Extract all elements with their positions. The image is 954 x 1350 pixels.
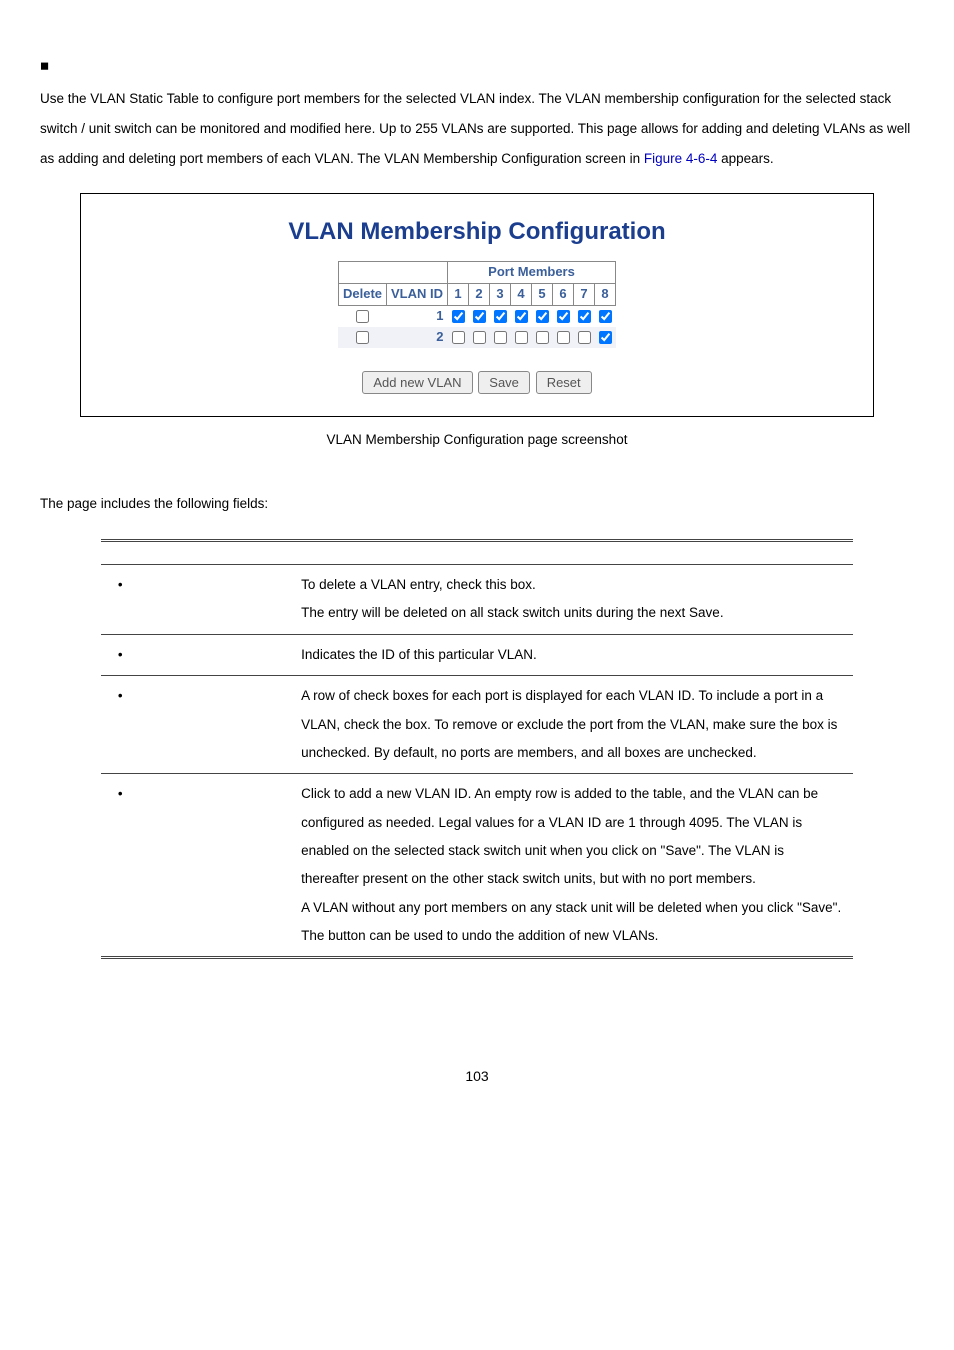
port-col-2: 2 [469,284,490,306]
delete-checkbox-row1[interactable] [356,310,369,323]
port-checkbox-r2c5[interactable] [536,331,549,344]
port-checkbox-r2c2[interactable] [473,331,486,344]
save-button[interactable]: Save [478,371,530,394]
port-checkbox-r2c6[interactable] [557,331,570,344]
vlan-config-figure: VLAN Membership Configuration Port Membe… [80,193,874,416]
desc-vlanid: Indicates the ID of this particular VLAN… [289,634,853,675]
port-checkbox-r1c7[interactable] [578,310,591,323]
port-members-header: Port Members [448,262,616,284]
port-checkbox-r1c5[interactable] [536,310,549,323]
port-col-3: 3 [490,284,511,306]
port-checkbox-r1c8[interactable] [599,310,612,323]
page-number: 103 [40,1069,914,1083]
port-checkbox-r2c7[interactable] [578,331,591,344]
intro-para1: Use the VLAN Static Table to configure p… [40,91,910,165]
desc-delete: To delete a VLAN entry, check this box.T… [289,565,853,635]
desc-port-members: A row of check boxes for each port is di… [289,676,853,774]
port-checkbox-r1c1[interactable] [452,310,465,323]
port-col-4: 4 [511,284,532,306]
port-col-5: 5 [532,284,553,306]
vlan-id-row2: 2 [387,327,448,348]
delete-col-header: Delete [338,284,386,306]
desc-adding-vlan: Click to add a new VLAN ID. An empty row… [289,774,853,958]
figure-caption: VLAN Membership Configuration page scree… [40,431,914,450]
section-square: ◼ [40,54,49,78]
add-new-vlan-button[interactable]: Add new VLAN [362,371,472,394]
port-checkbox-r2c3[interactable] [494,331,507,344]
port-checkbox-r1c6[interactable] [557,310,570,323]
port-checkbox-r2c4[interactable] [515,331,528,344]
port-col-6: 6 [553,284,574,306]
figure-ref-link[interactable]: Figure 4-6-4 [644,151,718,166]
port-members-table: Port Members Delete VLAN ID 1 2 3 4 5 6 … [338,261,616,348]
port-checkbox-r2c8[interactable] [599,331,612,344]
vlanid-col-header: VLAN ID [387,284,448,306]
vlan-id-row1: 1 [387,306,448,327]
delete-checkbox-row2[interactable] [356,331,369,344]
reset-button[interactable]: Reset [536,371,592,394]
port-col-7: 7 [574,284,595,306]
fields-intro: The page includes the following fields: [40,489,914,519]
fields-table: • To delete a VLAN entry, check this box… [101,539,853,959]
port-col-1: 1 [448,284,469,306]
port-checkbox-r1c3[interactable] [494,310,507,323]
port-checkbox-r1c4[interactable] [515,310,528,323]
port-checkbox-r1c2[interactable] [473,310,486,323]
port-checkbox-r2c1[interactable] [452,331,465,344]
port-col-8: 8 [595,284,616,306]
intro-para2: appears. [717,151,773,166]
figure-title: VLAN Membership Configuration [81,216,873,247]
